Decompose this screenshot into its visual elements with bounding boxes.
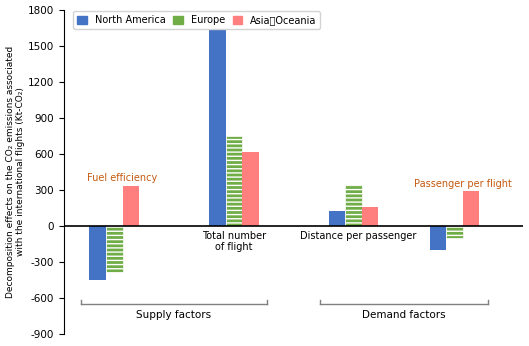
Text: Passenger per flight: Passenger per flight bbox=[414, 179, 512, 189]
Bar bbox=[345, 185, 362, 226]
Bar bbox=[329, 210, 345, 226]
Bar bbox=[106, 226, 123, 272]
Text: Demand factors: Demand factors bbox=[362, 310, 446, 320]
Bar bbox=[89, 226, 106, 280]
Bar bbox=[463, 191, 479, 226]
Text: Total number
of flight: Total number of flight bbox=[202, 231, 266, 252]
Text: Supply factors: Supply factors bbox=[136, 310, 212, 320]
Text: Distance per passenger: Distance per passenger bbox=[300, 231, 416, 241]
Text: Fuel efficiency: Fuel efficiency bbox=[87, 173, 158, 183]
Bar bbox=[242, 152, 259, 226]
Bar bbox=[209, 28, 225, 226]
Y-axis label: Decomposition effects on the CO₂ emissions associated
with the international fli: Decomposition effects on the CO₂ emissio… bbox=[6, 46, 25, 298]
Bar bbox=[123, 186, 139, 226]
Bar bbox=[430, 226, 446, 250]
Legend: North America, Europe, Asia・Oceania: North America, Europe, Asia・Oceania bbox=[73, 11, 321, 29]
Bar bbox=[225, 136, 242, 226]
Bar bbox=[446, 226, 463, 238]
Bar bbox=[362, 208, 378, 226]
